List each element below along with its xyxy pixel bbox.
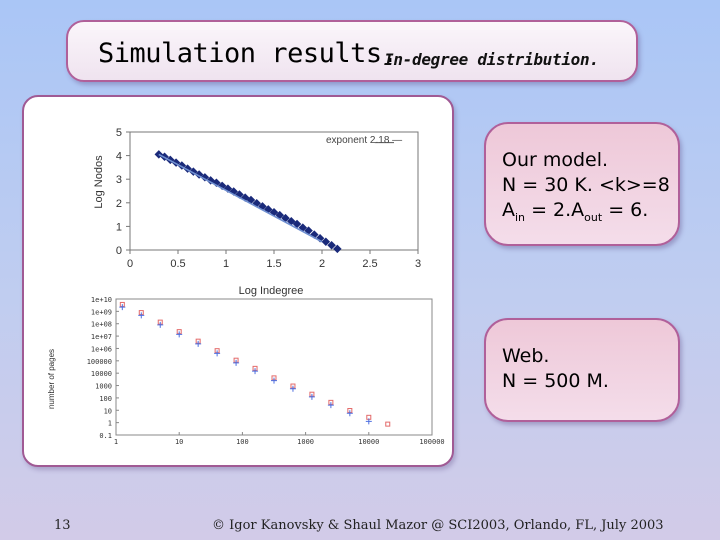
web-callout: Web. N = 500 M. [484, 318, 680, 422]
chart2-point [195, 340, 202, 347]
chart2-ytick-label: 0.1 [99, 432, 112, 440]
chart1-xtick-label: 0 [127, 258, 133, 270]
web-callout-line1: Web. [502, 345, 550, 367]
chart2-point [119, 304, 126, 311]
chart2-point [233, 359, 240, 366]
chart2-xtick-label: 100 [236, 438, 249, 446]
chart1-ytick-label: 1 [116, 221, 122, 233]
chart2-point [271, 377, 277, 384]
chart2-xtick-label: 1000 [297, 438, 314, 446]
chart1-xtick-label: 1.5 [266, 258, 281, 270]
chart1-point [333, 244, 342, 254]
web-chart: number of pages 1e+10 1e+09 1e+08 1e+07 1e+0… [47, 296, 445, 446]
chart2-point [157, 321, 164, 328]
chart2-ytick-label: 1 [108, 420, 112, 428]
slide-title: Simulation results. [98, 38, 398, 69]
chart2-ytick-label: 100 [99, 395, 112, 403]
chart1-ytick-label: 0 [116, 245, 122, 257]
chart2-point [346, 410, 353, 417]
footer-credit: © Igor Kanovsky & Shaul Mazor @ SCI2003,… [212, 518, 664, 533]
chart2-point [214, 350, 221, 357]
chart2-point [385, 421, 391, 427]
chart1-point [321, 237, 331, 246]
chart1-ytick-label: 2 [116, 198, 122, 210]
chart1-plot-area [129, 131, 419, 251]
chart2-xtick-label: 100000 [419, 438, 444, 446]
model-callout: Our model. N = 30 K. <k>=8 Ain = 2.Aout … [484, 122, 680, 246]
chart2-ytick-label: 1e+08 [91, 321, 112, 329]
chart2-plot-area [115, 298, 433, 436]
chart2-point [327, 402, 334, 409]
model-callout-line2: N = 30 K. <k>=8 [502, 174, 670, 196]
chart2-point [308, 393, 315, 400]
figure-frame: Log Nodos Log Indegree exponent 2.18 — 0… [22, 95, 454, 467]
chart1-xlabel: Log Indegree [239, 285, 304, 297]
slide-number: 13 [54, 518, 71, 533]
chart1-xtick-label: 2 [319, 258, 325, 270]
chart2-ytick-label: 1000 [95, 383, 112, 391]
chart2-xtick-label: 1 [114, 438, 118, 446]
model-chart: Log Nodos Log Indegree exponent 2.18 — 0… [93, 127, 421, 297]
title-box: Simulation results. In-degree distributi… [66, 20, 638, 82]
chart1-ylabel: Log Nodos [93, 155, 105, 209]
chart2-point [138, 312, 145, 319]
model-callout-line3: Ain = 2.Aout = 6. [502, 199, 649, 224]
chart1-xtick-label: 0.5 [170, 258, 185, 270]
slide-subtitle: In-degree distribution. [384, 50, 599, 69]
chart2-point [289, 385, 296, 392]
chart1-xtick-label: 1 [223, 258, 229, 270]
chart1-ytick-label: 5 [116, 127, 122, 139]
chart1-legend: exponent 2.18 — [326, 135, 402, 146]
model-callout-line1: Our model. [502, 149, 609, 171]
chart1-xtick-label: 2.5 [362, 258, 377, 270]
chart2-ytick-label: 10 [104, 407, 112, 415]
chart2-ytick-label: 100000 [87, 358, 112, 366]
chart2-ylabel: number of pages [47, 349, 56, 409]
chart2-ytick-label: 1e+06 [91, 345, 112, 353]
chart2-ytick-label: 1e+10 [91, 296, 112, 304]
chart1-xtick-label: 3 [415, 258, 421, 270]
chart1-fit-line [158, 153, 323, 243]
web-callout-line2: N = 500 M. [502, 370, 609, 392]
chart2-ytick-label: 1e+07 [91, 333, 112, 341]
figure-panel: Log Nodos Log Indegree exponent 2.18 — 0… [47, 127, 445, 446]
chart1-ytick-label: 4 [116, 151, 122, 163]
chart2-ytick-label: 10000 [91, 370, 112, 378]
chart2-point [365, 418, 372, 425]
chart1-point [327, 241, 336, 250]
chart1-point [292, 219, 302, 229]
chart2-xtick-label: 10000 [358, 438, 379, 446]
chart2-point [252, 368, 259, 375]
chart1-ytick-label: 3 [116, 174, 122, 186]
chart2-point [176, 331, 183, 338]
chart2-xtick-label: 10 [175, 438, 183, 446]
chart2-ytick-label: 1e+09 [91, 308, 112, 316]
